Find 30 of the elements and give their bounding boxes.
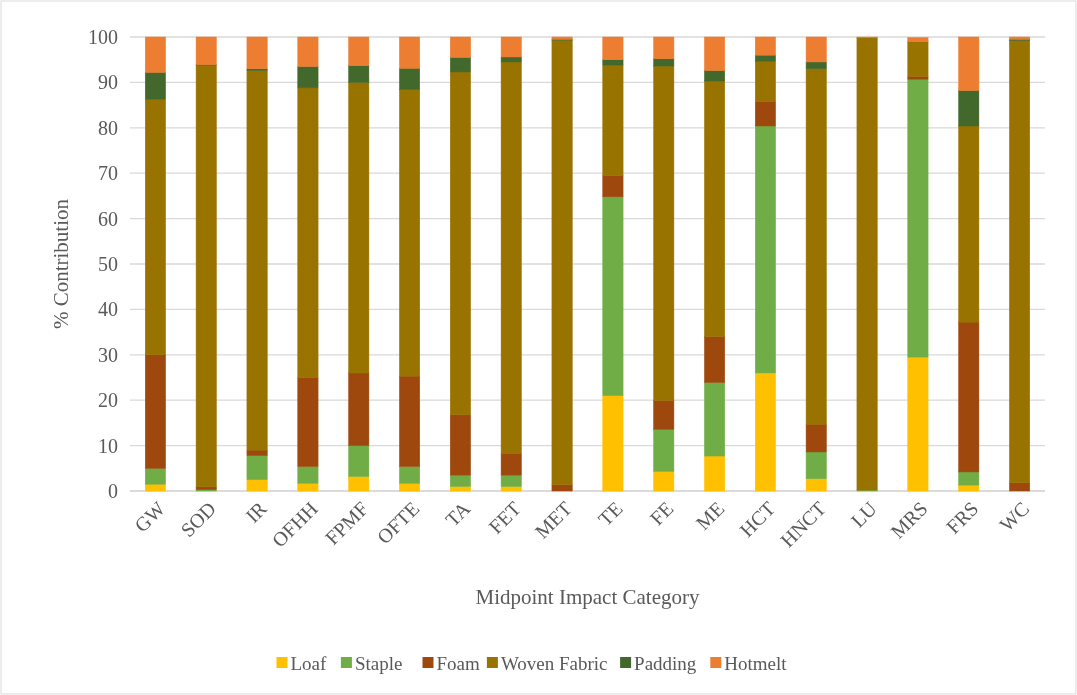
- y-tick-label: 70: [98, 162, 118, 185]
- legend-label: Padding: [634, 652, 697, 674]
- legend-label: Loaf: [290, 652, 328, 674]
- x-tick-label: FE: [645, 497, 678, 530]
- y-axis-title: % Contribution: [49, 198, 73, 330]
- x-tick-label: ME: [691, 497, 729, 534]
- y-tick-label: 60: [98, 207, 118, 230]
- y-tick-label: 80: [98, 116, 118, 139]
- y-tick-label: 40: [98, 298, 118, 321]
- legend-label: Foam: [436, 652, 480, 674]
- x-axis-title: Midpoint Impact Category: [475, 585, 700, 609]
- x-tick-label: GW: [130, 497, 170, 537]
- x-tick-label: IR: [241, 496, 272, 527]
- x-tick-label: FET: [484, 497, 526, 538]
- x-tick-label: FRS: [941, 497, 983, 538]
- x-tick-label: WC: [995, 497, 1034, 536]
- x-tick-label: TE: [593, 497, 627, 531]
- y-tick-label: 30: [98, 343, 118, 366]
- x-tick-label: TA: [440, 496, 475, 531]
- y-tick-label: 50: [98, 253, 118, 275]
- y-tick-label: 20: [98, 389, 118, 412]
- x-tick-label: LU: [846, 496, 882, 532]
- y-tick-label: 0: [108, 480, 118, 502]
- legend-label: Hotmelt: [724, 652, 788, 674]
- legend-label: Staple: [354, 652, 403, 674]
- x-tick-label: SOD: [176, 497, 221, 542]
- legend-label: Woven Fabric: [500, 652, 608, 674]
- y-tick-label: 10: [98, 434, 118, 457]
- y-tick-label: 100: [88, 26, 118, 48]
- y-tick-label: 90: [98, 71, 118, 94]
